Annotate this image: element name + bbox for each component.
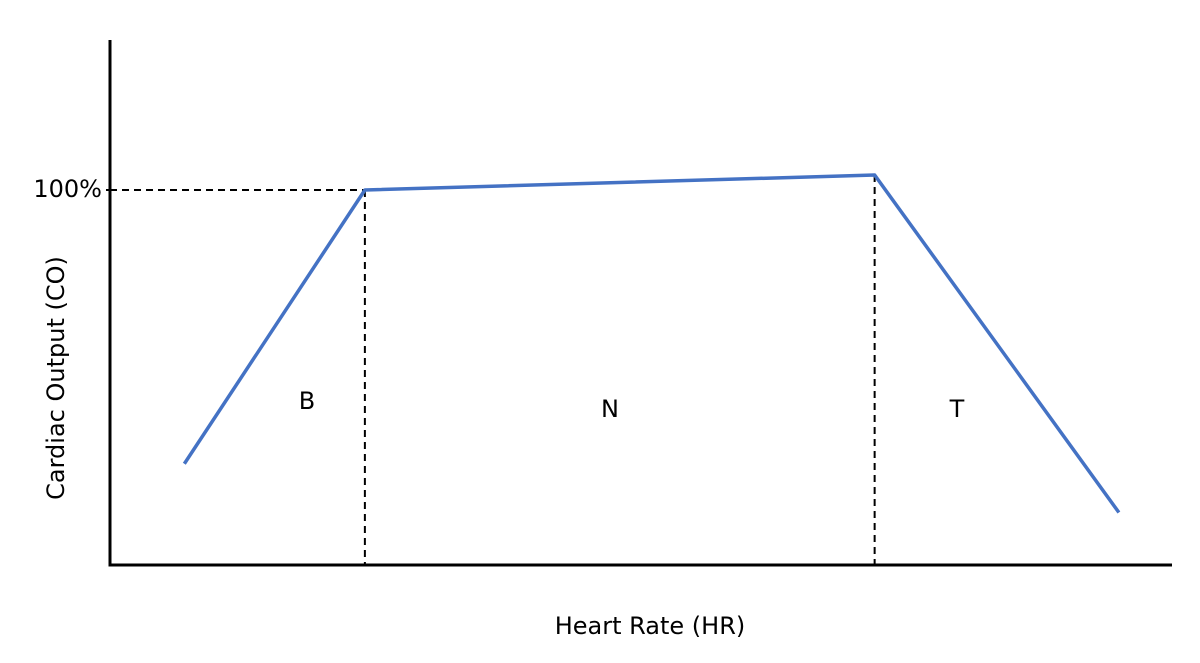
data-line <box>182 173 1121 514</box>
y-axis-label: Cardiac Output (CO) <box>42 256 70 500</box>
region-label: T <box>949 395 965 423</box>
region-label: B <box>299 387 315 415</box>
x-axis-label: Heart Rate (HR) <box>555 612 746 640</box>
region-label: N <box>601 395 619 423</box>
y-tick-label: 100% <box>33 175 102 203</box>
